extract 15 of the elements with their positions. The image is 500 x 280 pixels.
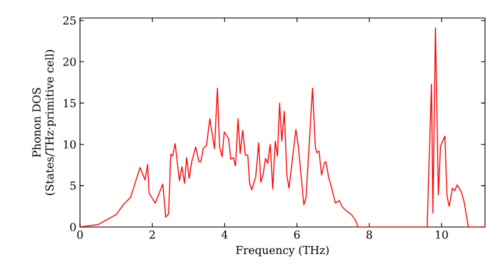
line-series xyxy=(80,27,486,227)
x-tick-label: 10 xyxy=(436,230,448,239)
y-axis-title: Phonon DOS (States/THz·primitive cell) xyxy=(32,50,56,195)
x-tick-label: 0 xyxy=(77,230,83,239)
y-tick-label: 0 xyxy=(70,222,76,232)
x-tick-label: 6 xyxy=(294,230,300,239)
x-tick-label: 4 xyxy=(222,230,228,239)
y-tick-label: 10 xyxy=(64,140,76,149)
x-axis-title: Frequency (THz) xyxy=(236,246,329,256)
y-tick-label: 20 xyxy=(63,58,76,66)
y-tick-label: 5 xyxy=(70,182,76,190)
x-tick-label: 2 xyxy=(150,230,155,239)
x-tick-label: 8 xyxy=(366,230,372,239)
y-tick-label: 15 xyxy=(64,98,76,108)
y-tick-label: 25 xyxy=(63,16,76,25)
